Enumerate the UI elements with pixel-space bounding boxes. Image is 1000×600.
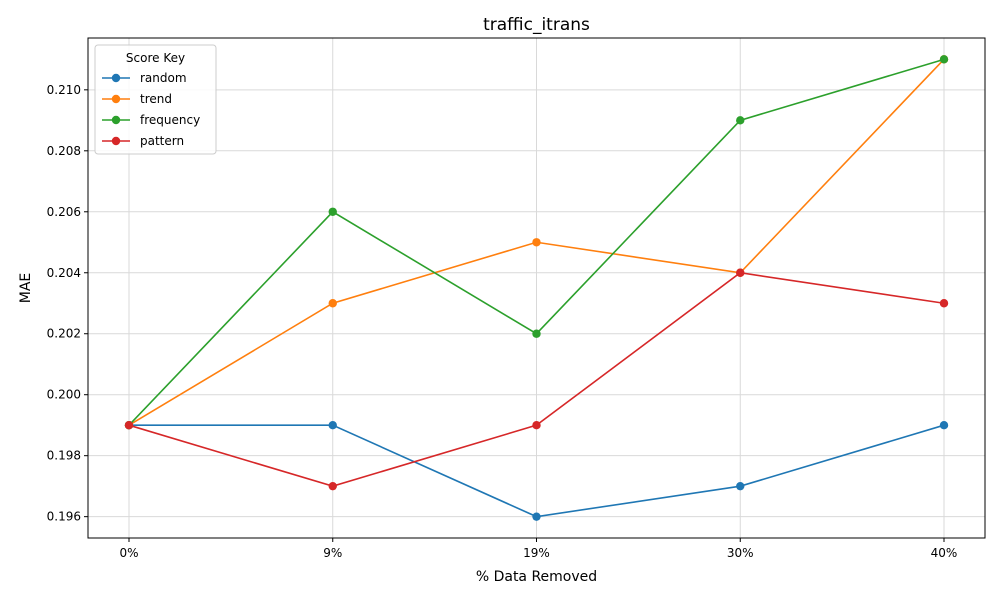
y-axis: 0.196 0.198 0.200 0.202 0.204 0.206 0.208 0.210 [47,83,88,524]
y-tick-label: 0.204 [47,266,81,280]
x-tick-label: 19% [523,546,550,560]
y-tick-label: 0.202 [47,327,81,341]
data-point-pattern [939,299,949,308]
grid [88,38,985,538]
legend-marker [111,115,121,125]
data-point-frequency [328,207,337,216]
legend-title: Score Key [126,51,185,65]
y-axis-title: MAE [18,273,34,304]
data-point-pattern [328,481,337,491]
data-point-random [328,420,337,430]
x-tick-label: 0% [119,546,138,560]
legend-label: trend [140,92,172,106]
x-tick-label: 9% [323,546,342,560]
x-axis: 0% 9% 19% 30% 40% [119,538,957,560]
series-pattern [124,268,949,491]
legend-item-frequency: frequency [102,113,200,127]
data-point-trend [328,299,337,308]
data-point-pattern [124,420,134,430]
data-point-frequency [939,55,949,64]
legend-marker [111,73,121,83]
x-tick-label: 30% [727,546,754,560]
legend-box [94,44,217,155]
series-random [124,420,949,521]
legend-label: random [140,71,187,85]
legend-item-trend: trend [102,92,172,106]
legend-marker [111,136,121,146]
chart-title: traffic_itrans [483,15,590,35]
legend-marker [111,94,121,104]
y-tick-label: 0.208 [47,144,81,158]
data-point-frequency [736,116,745,125]
y-tick-label: 0.210 [47,83,81,97]
data-point-random [532,512,541,521]
data-point-pattern [736,268,745,277]
x-axis-title: % Data Removed [476,569,597,585]
legend-item-random: random [102,71,187,85]
legend: Score Key random trend frequency pattern [94,44,217,155]
data-point-trend [532,238,541,247]
x-tick-label: 40% [931,546,958,560]
data-point-random [736,481,745,491]
data-point-random [939,420,949,430]
data-point-pattern [532,420,541,430]
y-tick-label: 0.206 [47,205,81,219]
y-tick-label: 0.196 [47,510,81,524]
legend-label: pattern [140,134,184,148]
y-tick-label: 0.198 [47,449,81,463]
y-tick-label: 0.200 [47,388,81,402]
series-layer [124,55,949,521]
data-point-frequency [532,329,541,338]
legend-item-pattern: pattern [102,134,184,148]
legend-label: frequency [140,113,200,127]
